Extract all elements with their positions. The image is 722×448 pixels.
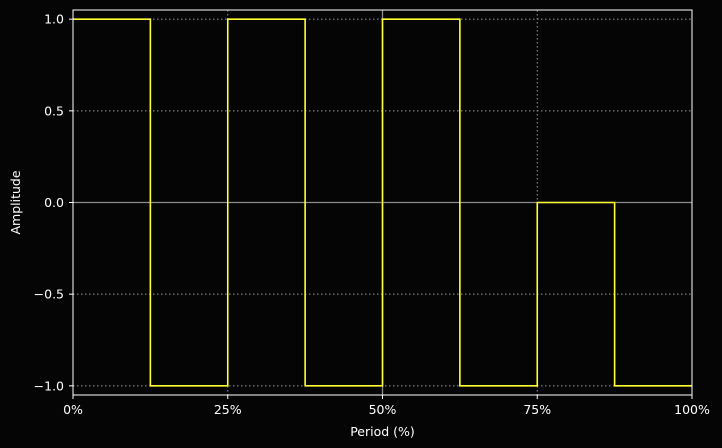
y-tick-label-2: 0.0 xyxy=(44,195,64,210)
y-tick-label-4: −1.0 xyxy=(34,378,64,393)
series-layer xyxy=(73,18,692,387)
x-tick-label-0: 0% xyxy=(63,402,83,417)
y-tick-label-3: −0.5 xyxy=(34,287,64,302)
y-axis-label: Amplitude xyxy=(8,170,23,234)
x-tick-label-2: 50% xyxy=(369,402,397,417)
x-axis-label: Period (%) xyxy=(350,424,415,439)
x-axis-ticks: 0% 25% 50% 75% 100% xyxy=(63,395,710,417)
series-line-0 xyxy=(73,18,692,387)
x-tick-label-4: 100% xyxy=(674,402,710,417)
x-tick-label-1: 25% xyxy=(214,402,242,417)
y-tick-label-1: 0.5 xyxy=(44,103,64,118)
x-tick-label-3: 75% xyxy=(523,402,551,417)
y-axis-ticks: 1.0 0.5 0.0 −0.5 −1.0 xyxy=(34,12,73,393)
y-tick-label-0: 1.0 xyxy=(44,12,64,27)
